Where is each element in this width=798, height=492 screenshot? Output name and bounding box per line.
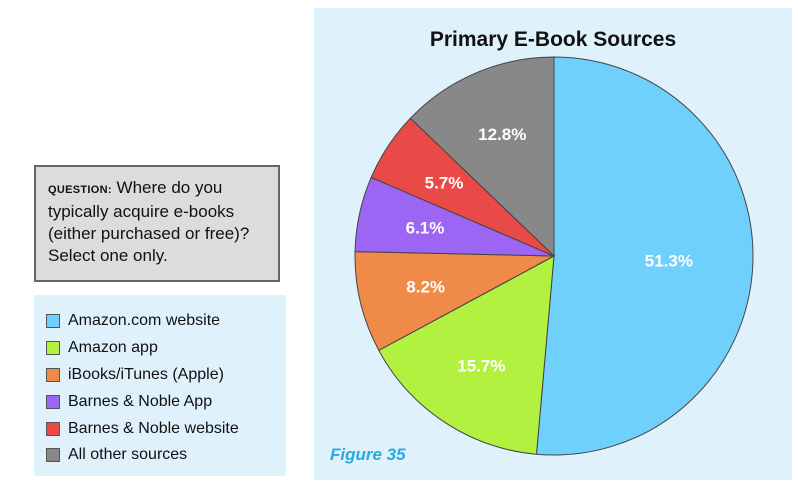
- question-text: Where do you typically acquire e-books (…: [48, 178, 250, 265]
- pie-slice-amazon-app: [378, 255, 555, 455]
- pie-label-ibooks-itunes-apple: 8.2%: [406, 277, 445, 296]
- chart-panel: 51.3% 15.7% 8.2% 6.1% 5.7% 12.8% Primary E-Bo…: [314, 8, 792, 480]
- legend-label: Amazon app: [68, 339, 158, 357]
- chart-title: Primary E-Book Sources: [429, 28, 677, 51]
- legend-swatch: [46, 367, 60, 382]
- pie-label-barnes-noble-app: 6.1%: [406, 218, 445, 237]
- legend-item-amazon-com-website: Amazon.com website: [46, 308, 274, 335]
- legend-item-ibooks-itunes-apple: iBooks/iTunes (Apple): [46, 362, 274, 389]
- legend-label: iBooks/iTunes (Apple): [68, 365, 224, 383]
- pie-slice-amazon-com-website: [535, 56, 754, 456]
- pie-label-all-other-sources: 12.8%: [478, 125, 526, 144]
- legend-label: Barnes & Noble App: [68, 392, 213, 410]
- legend-label: Amazon.com website: [68, 312, 221, 330]
- legend-item-amazon-app: Amazon app: [46, 335, 274, 362]
- pie-slice-ibooks-itunes-apple: [354, 251, 556, 352]
- question-box: QUESTION: Where do you typically acquire…: [34, 165, 280, 282]
- legend-swatch: [46, 394, 60, 409]
- pie-label-barnes-noble-website: 5.7%: [425, 174, 464, 193]
- legend-item-barnes-noble-website: Barnes & Noble website: [46, 415, 274, 442]
- pie-chart: 51.3% 15.7% 8.2% 6.1% 5.7% 12.8%: [354, 56, 754, 456]
- legend-swatch: [46, 421, 60, 436]
- legend-item-barnes-noble-app: Barnes & Noble App: [46, 388, 274, 415]
- legend-item-all-other-sources: All other sources: [46, 442, 274, 469]
- legend-swatch: [46, 448, 60, 463]
- pie-slice-all-other-sources: [409, 56, 555, 258]
- legend-label: Barnes & Noble website: [68, 419, 239, 437]
- legend-swatch: [46, 341, 60, 356]
- chart-legend: Amazon.com website Amazon app iBooks/iTune…: [34, 295, 286, 476]
- legend-label: All other sources: [68, 446, 188, 464]
- pie-label-amazon-app: 15.7%: [457, 357, 505, 376]
- question-prefix: QUESTION:: [48, 184, 112, 196]
- legend-swatch: [46, 314, 60, 329]
- pie-label-amazon-com-website: 51.3%: [645, 252, 693, 271]
- figure-label: Figure 35: [330, 445, 406, 464]
